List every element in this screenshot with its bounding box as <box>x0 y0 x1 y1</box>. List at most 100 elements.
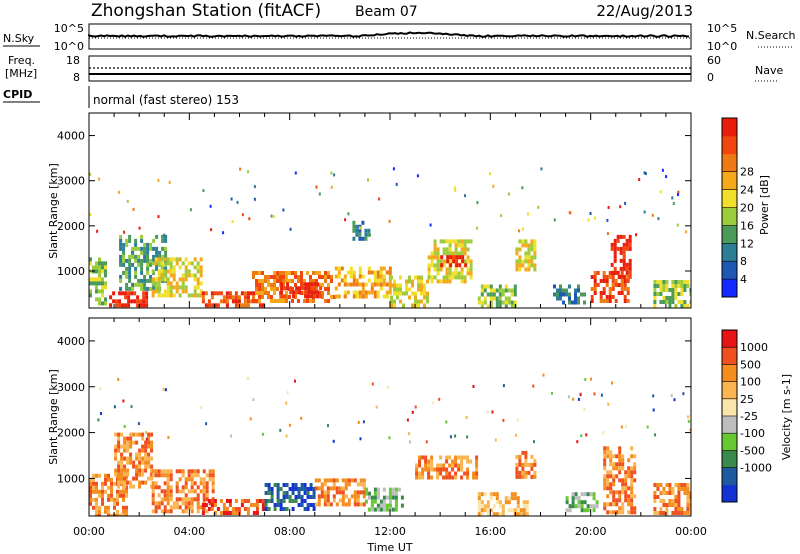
velocity-cell <box>258 499 262 503</box>
velocity-cell <box>107 485 110 490</box>
velocity-cell <box>671 487 675 491</box>
power-cell <box>390 295 393 300</box>
velocity-cell <box>181 489 185 494</box>
velocity-cell <box>104 509 107 514</box>
power-cell <box>483 288 487 293</box>
power-cell <box>370 270 374 275</box>
velocity-cell <box>166 509 170 514</box>
velocity-cell <box>190 501 194 506</box>
power-cell <box>143 274 147 279</box>
velocity-cell <box>522 512 526 516</box>
power-cell <box>119 254 123 259</box>
power-cell <box>463 279 467 284</box>
velocity-cell <box>270 491 274 495</box>
velocity-cell <box>460 463 464 468</box>
power-cell <box>376 294 380 299</box>
power-cell <box>504 284 508 289</box>
power-cell <box>358 236 362 241</box>
power-cell <box>504 304 508 308</box>
power-cell <box>225 295 229 300</box>
power-cell <box>671 296 675 300</box>
power-cell <box>361 290 365 295</box>
power-cell <box>137 282 141 287</box>
velocity-cell <box>524 470 528 475</box>
velocity-cell <box>119 489 122 494</box>
power-cell <box>219 299 223 304</box>
velocity-cell <box>125 513 128 516</box>
power-cell <box>367 278 371 283</box>
power-speck <box>645 172 647 176</box>
power-cell <box>623 295 627 299</box>
power-cell <box>689 292 691 296</box>
velocity-cell <box>89 493 92 498</box>
velocity-cell <box>674 503 678 507</box>
power-cell <box>653 288 657 292</box>
velocity-cell <box>332 482 336 487</box>
velocity-cell <box>515 466 519 471</box>
velocity-cell <box>463 471 467 476</box>
power-cell <box>321 283 324 287</box>
velocity-cell <box>190 509 194 514</box>
velocity-cell <box>630 466 634 471</box>
velocity-cell <box>92 485 95 490</box>
velocity-cell <box>138 480 142 485</box>
power-cell <box>358 274 362 279</box>
velocity-cell <box>621 478 625 483</box>
velocity-cell <box>624 470 628 475</box>
velocity-cell <box>382 503 386 508</box>
velocity-cell <box>609 490 613 495</box>
power-cell <box>196 269 200 274</box>
power-cell <box>301 282 305 287</box>
velocity-cell <box>376 507 380 512</box>
velocity-cell <box>533 462 537 467</box>
velocity-cell <box>341 494 345 499</box>
velocity-cell <box>445 471 449 476</box>
velocity-cell <box>89 477 92 482</box>
velocity-cell <box>659 491 663 495</box>
power-cell <box>282 271 285 275</box>
power-cell <box>580 292 583 297</box>
velocity-cell <box>120 452 124 457</box>
velocity-cell <box>122 493 125 498</box>
power-cell <box>210 291 214 296</box>
power-speck <box>527 212 529 216</box>
velocity-cell <box>353 502 357 507</box>
power-cell <box>602 279 606 283</box>
velocity-cell <box>341 498 345 503</box>
power-cell <box>364 228 368 233</box>
power-cell <box>237 295 241 300</box>
velocity-speck <box>205 422 208 426</box>
power-cell <box>98 301 101 306</box>
velocity-cell <box>606 450 610 455</box>
power-cell <box>155 246 159 251</box>
power-cell <box>469 267 473 272</box>
power-cell <box>628 266 632 271</box>
velocity-cell <box>615 502 619 507</box>
velocity-cell <box>110 489 113 494</box>
velocity-cell <box>580 500 584 505</box>
power-cell <box>149 242 153 247</box>
velocity-speck <box>432 401 435 405</box>
power-speck <box>157 178 160 182</box>
power-cell <box>653 300 657 304</box>
velocity-cell <box>95 481 98 486</box>
power-cell <box>136 303 140 308</box>
power-cell <box>436 255 440 260</box>
power-cell <box>408 279 411 284</box>
x-tick-label: 12:00 <box>374 525 406 538</box>
velocity-cell <box>609 510 613 515</box>
power-cell <box>343 274 347 279</box>
velocity-cell <box>612 478 616 483</box>
power-cell <box>436 259 440 264</box>
velocity-cell <box>323 482 327 487</box>
power-cell <box>283 286 287 291</box>
power-cell <box>313 290 317 295</box>
power-cell <box>433 247 437 252</box>
power-cell <box>316 282 320 287</box>
power-cell <box>122 254 126 259</box>
power-cell <box>161 238 165 243</box>
power-cell <box>151 293 155 298</box>
velocity-cell <box>565 508 569 513</box>
velocity-cell <box>138 456 142 461</box>
power-cell <box>128 266 132 271</box>
